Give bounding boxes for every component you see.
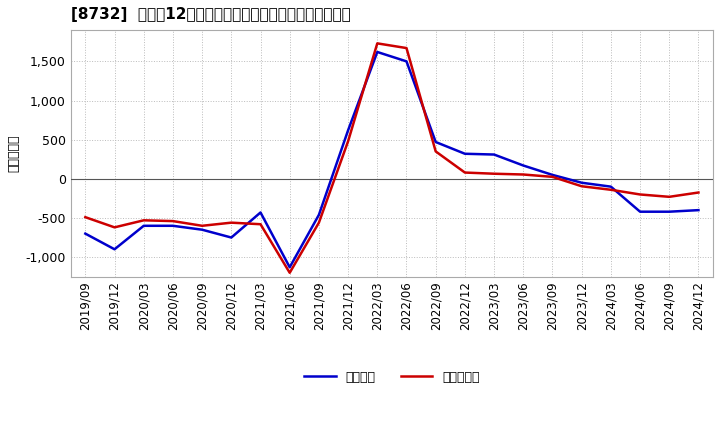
経常利益 — [461, 151, 469, 156]
経常利益 — [110, 247, 119, 252]
経常利益 — [636, 209, 644, 214]
Text: [8732]  利益の12か月移動合計の対前年同期増減額の推移: [8732] 利益の12か月移動合計の対前年同期増減額の推移 — [71, 7, 351, 22]
当期純利益 — [490, 171, 498, 176]
当期純利益 — [519, 172, 528, 177]
当期純利益 — [140, 218, 148, 223]
当期純利益 — [256, 222, 265, 227]
経常利益 — [315, 212, 323, 217]
経常利益 — [168, 223, 177, 228]
当期純利益 — [227, 220, 235, 225]
経常利益 — [519, 163, 528, 168]
経常利益 — [490, 152, 498, 157]
経常利益 — [665, 209, 674, 214]
経常利益 — [548, 172, 557, 177]
当期純利益 — [110, 225, 119, 230]
当期純利益 — [81, 215, 90, 220]
当期純利益 — [665, 194, 674, 199]
Legend: 経常利益, 当期純利益: 経常利益, 当期純利益 — [300, 366, 485, 389]
当期純利益 — [636, 192, 644, 197]
当期純利益 — [198, 223, 207, 228]
経常利益 — [694, 208, 703, 213]
当期純利益 — [606, 187, 615, 192]
経常利益 — [285, 264, 294, 270]
経常利益 — [343, 128, 352, 133]
経常利益 — [402, 59, 411, 64]
当期純利益 — [168, 218, 177, 224]
当期純利益 — [577, 183, 586, 189]
経常利益 — [140, 223, 148, 228]
経常利益 — [431, 139, 440, 145]
当期純利益 — [402, 45, 411, 51]
経常利益 — [198, 227, 207, 232]
当期純利益 — [461, 170, 469, 175]
経常利益 — [227, 235, 235, 240]
Line: 当期純利益: 当期純利益 — [86, 44, 698, 273]
Y-axis label: （百万円）: （百万円） — [7, 135, 20, 172]
経常利益 — [577, 180, 586, 185]
当期純利益 — [431, 149, 440, 154]
当期純利益 — [285, 270, 294, 275]
Line: 経常利益: 経常利益 — [86, 52, 698, 267]
経常利益 — [81, 231, 90, 236]
経常利益 — [606, 184, 615, 189]
当期純利益 — [315, 220, 323, 225]
当期純利益 — [343, 139, 352, 144]
当期純利益 — [373, 41, 382, 46]
経常利益 — [373, 49, 382, 55]
経常利益 — [256, 210, 265, 215]
当期純利益 — [694, 190, 703, 195]
当期純利益 — [548, 174, 557, 180]
